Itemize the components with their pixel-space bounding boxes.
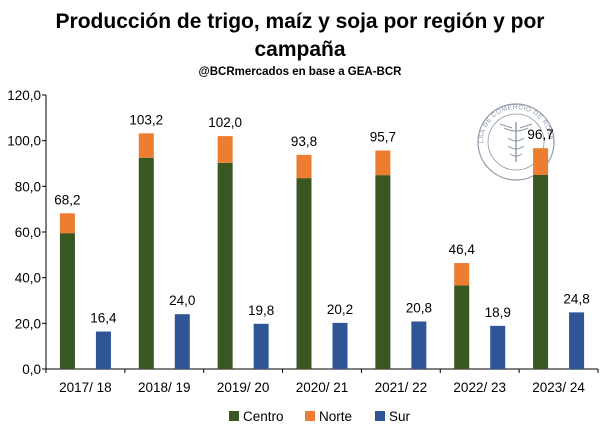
total-data-label: 96,7	[527, 127, 553, 142]
sur-data-label: 24,8	[563, 291, 589, 306]
legend-label-sur: Sur	[389, 409, 411, 424]
y-tick-label: 40,0	[15, 271, 41, 286]
bar-centro	[375, 175, 391, 369]
bar-sur	[95, 331, 111, 369]
x-tick-label: 2023/ 24	[532, 380, 585, 395]
legend-label-centro: Centro	[243, 409, 284, 424]
x-tick-label: 2018/ 19	[138, 380, 191, 395]
bar-norte	[217, 136, 233, 163]
sur-data-label: 24,0	[169, 293, 195, 308]
total-data-label: 103,2	[129, 112, 163, 127]
y-tick-label: 80,0	[15, 179, 41, 194]
bar-norte	[296, 154, 312, 179]
bar-norte	[454, 263, 470, 286]
total-data-label: 46,4	[449, 242, 476, 257]
chart-subtitle: @BCRmercados en base a GEA-BCR	[199, 66, 403, 78]
legend: Centro Norte Sur	[229, 409, 411, 424]
x-tick-label: 2022/ 23	[453, 380, 506, 395]
legend-label-norte: Norte	[319, 409, 352, 424]
bar-norte	[375, 150, 391, 176]
sur-data-label: 19,8	[248, 303, 274, 318]
total-data-label: 95,7	[370, 129, 396, 144]
bars	[59, 133, 585, 369]
total-data-label: 68,2	[54, 192, 80, 207]
y-tick-label: 20,0	[15, 316, 41, 331]
legend-swatch-norte	[305, 411, 315, 421]
sur-data-label: 20,8	[406, 301, 432, 316]
total-data-label: 93,8	[291, 134, 317, 149]
chart-title-line-1: Producción de trigo, maíz y soja por reg…	[56, 10, 545, 33]
sur-data-label: 16,4	[90, 311, 117, 326]
x-tick-label: 2017/ 18	[59, 380, 112, 395]
sur-data-label: 18,9	[485, 305, 511, 320]
bar-sur	[569, 312, 585, 369]
bar-centro	[296, 178, 312, 369]
bar-sur	[490, 325, 506, 369]
x-tick-label: 2019/ 20	[217, 380, 270, 395]
bar-centro	[138, 157, 154, 369]
sur-data-label: 20,2	[327, 302, 353, 317]
total-data-label: 102,0	[208, 115, 242, 130]
bar-sur	[411, 321, 427, 369]
bar-centro	[533, 174, 549, 369]
data-labels: 68,2 16,4 103,2 24,0 102,0 19,8 93,8 20,2 95,7 20…	[54, 112, 589, 325]
x-tick-label: 2021/ 22	[375, 380, 428, 395]
y-tick-label: 0,0	[22, 362, 41, 377]
chart-title-line-2: campaña	[254, 38, 345, 61]
bar-centro	[59, 233, 75, 369]
bar-centro	[454, 285, 470, 369]
bar-norte	[533, 148, 549, 175]
y-tick-label: 120,0	[7, 88, 41, 103]
bar-sur	[332, 322, 348, 369]
y-tick-label: 60,0	[15, 225, 41, 240]
axes: 0,0 20,0 40,0 60,0 80,0 100,0 120,0 2017/ 18 201…	[7, 88, 599, 395]
bar-sur	[253, 323, 269, 369]
bar-norte	[138, 133, 154, 158]
legend-swatch-centro	[229, 411, 239, 421]
bar-centro	[217, 162, 233, 369]
bar-norte	[59, 213, 75, 234]
legend-swatch-sur	[375, 411, 385, 421]
x-tick-label: 2020/ 21	[296, 380, 349, 395]
bar-sur	[174, 314, 190, 369]
y-tick-label: 100,0	[7, 134, 41, 149]
